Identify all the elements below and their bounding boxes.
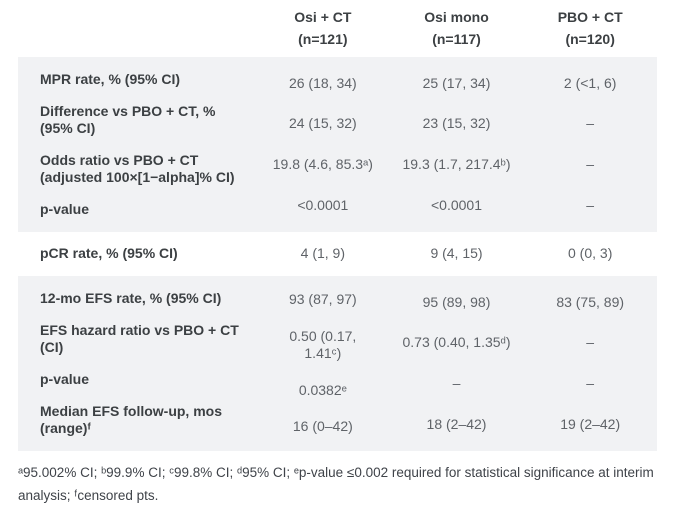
section-efs-labels: 12-mo EFS rate, % (95% CI) EFS hazard ra…	[18, 276, 256, 451]
section-efs-col-osi-mono: 95 (89, 98) 0.73 (0.40, 1.35ᵈ) – 18 (2–4…	[390, 276, 524, 451]
cell-value: –	[586, 156, 595, 173]
cell-value: 9 (4, 15)	[430, 245, 483, 262]
cell-value: –	[452, 375, 461, 392]
row-label: 12-mo EFS rate, % (95% CI)	[40, 289, 222, 306]
cell-value: 23 (15, 32)	[422, 115, 491, 132]
cell-value: 0.73 (0.40, 1.35ᵈ)	[402, 334, 511, 351]
cell-value: –	[586, 115, 595, 132]
cell-value: 4 (1, 9)	[300, 245, 346, 262]
section-efs-col-pbo-ct: 83 (75, 89) – – 19 (2–42)	[523, 276, 657, 451]
section-mpr-col-pbo-ct: 2 (<1, 6) – – –	[523, 57, 657, 232]
section-pcr-col-pbo-ct: 0 (0, 3)	[523, 232, 657, 276]
row-label: pCR rate, % (95% CI)	[40, 245, 178, 262]
footnote-text: ᵃ95.002% CI; ᵇ99.9% CI; ᶜ99.8% CI; ᵈ95% …	[18, 465, 654, 503]
cell-value: 26 (18, 34)	[288, 74, 357, 91]
column-n: (n=117)	[432, 30, 481, 47]
cell-value: 24 (15, 32)	[288, 115, 357, 132]
row-label: EFS hazard ratio vs PBO + CT (CI)	[40, 321, 239, 355]
cell-value: 95 (89, 98)	[422, 293, 491, 310]
row-label: p-value	[40, 201, 90, 218]
column-n: (n=121)	[298, 30, 348, 47]
table-header: Osi + CT (n=121) Osi mono (n=117) PBO + …	[18, 0, 657, 57]
cell-value: 16 (0–42)	[292, 418, 353, 435]
section-pcr-labels: pCR rate, % (95% CI)	[18, 232, 256, 276]
header-spacer	[18, 7, 256, 57]
cell-value: <0.0001	[431, 196, 482, 213]
row-label: MPR rate, % (95% CI)	[40, 70, 181, 87]
cell-value: 19 (2–42)	[560, 415, 621, 432]
section-mpr-col-osi-mono: 25 (17, 34) 23 (15, 32) 19.3 (1.7, 217.4…	[390, 57, 524, 232]
cell-value: <0.0001	[297, 196, 349, 213]
section-efs: 12-mo EFS rate, % (95% CI) EFS hazard ra…	[18, 276, 657, 451]
row-label: p-value	[40, 371, 90, 388]
cell-value: 19.3 (1.7, 217.4ᵇ)	[402, 156, 511, 173]
column-name: Osi mono	[424, 9, 489, 25]
section-mpr-labels: MPR rate, % (95% CI) Difference vs PBO +…	[18, 57, 256, 232]
row-label: Median EFS follow-up, mos (range)ᶠ	[40, 403, 222, 437]
cell-value: –	[586, 334, 595, 351]
section-mpr: MPR rate, % (95% CI) Difference vs PBO +…	[18, 57, 657, 232]
row-label: Difference vs PBO + CT, % (95% CI)	[40, 102, 216, 136]
cell-value: 0.50 (0.17, 1.41ᶜ)	[289, 327, 357, 362]
cell-value: 83 (75, 89)	[556, 293, 625, 310]
cell-value: 2 (<1, 6)	[563, 74, 617, 91]
column-n: (n=120)	[565, 30, 615, 47]
cell-value: –	[586, 375, 595, 392]
cell-value: 0 (0, 3)	[568, 245, 613, 262]
cell-value: 25 (17, 34)	[422, 74, 491, 91]
cell-value: 0.0382ᵉ	[298, 381, 347, 398]
section-pcr-col-osi-ct: 4 (1, 9)	[256, 232, 390, 276]
cell-value: 93 (87, 97)	[288, 291, 357, 308]
column-name: Osi + CT	[294, 9, 352, 25]
column-header-osi-mono: Osi mono (n=117)	[390, 7, 524, 57]
section-mpr-col-osi-ct: 26 (18, 34) 24 (15, 32) 19.8 (4.6, 85.3ᵃ…	[256, 57, 390, 232]
column-header-osi-ct: Osi + CT (n=121)	[256, 7, 390, 57]
section-pcr-col-osi-mono: 9 (4, 15)	[390, 232, 524, 276]
column-name: PBO + CT	[557, 9, 623, 25]
row-label: Odds ratio vs PBO + CT (adjusted 100×[1−…	[40, 152, 235, 186]
cell-value: –	[586, 196, 595, 213]
cell-value: 19.8 (4.6, 85.3ᵃ)	[272, 156, 373, 173]
column-header-pbo-ct: PBO + CT (n=120)	[523, 7, 657, 57]
cell-value: 18 (2–42)	[426, 415, 487, 432]
section-efs-col-osi-ct: 93 (87, 97) 0.50 (0.17, 1.41ᶜ) 0.0382ᵉ 1…	[256, 276, 390, 451]
section-pcr: pCR rate, % (95% CI) 4 (1, 9) 9 (4, 15) …	[18, 232, 657, 276]
